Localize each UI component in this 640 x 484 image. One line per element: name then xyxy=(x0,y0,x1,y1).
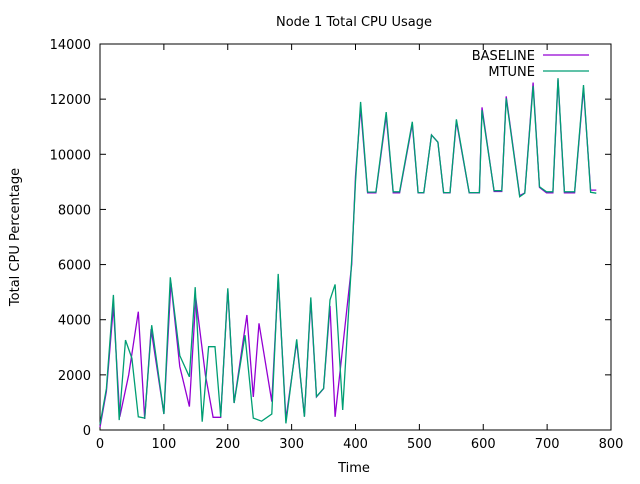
y-tick-label: 4000 xyxy=(58,314,91,329)
y-tick-label: 0 xyxy=(83,424,91,439)
series-line-mtune xyxy=(99,78,597,425)
x-tick-label: 0 xyxy=(96,437,104,452)
y-tick-label: 2000 xyxy=(58,369,91,384)
x-tick-label: 100 xyxy=(151,437,176,452)
legend-label: BASELINE xyxy=(472,49,535,64)
x-tick-label: 600 xyxy=(471,437,496,452)
x-tick-label: 400 xyxy=(343,437,368,452)
chart-title: Node 1 Total CPU Usage xyxy=(276,15,432,30)
x-tick-label: 300 xyxy=(279,437,304,452)
x-tick-label: 200 xyxy=(215,437,240,452)
legend-label: MTUNE xyxy=(488,65,535,80)
x-tick-label: 800 xyxy=(599,437,624,452)
x-axis-label: Time xyxy=(337,461,370,476)
y-tick-label: 10000 xyxy=(50,148,91,163)
y-tick-label: 6000 xyxy=(58,259,91,274)
x-tick-label: 500 xyxy=(407,437,432,452)
x-tick-label: 700 xyxy=(535,437,560,452)
y-tick-label: 8000 xyxy=(58,203,91,218)
y-tick-label: 12000 xyxy=(50,93,91,108)
series-line-baseline xyxy=(99,79,597,428)
y-axis-label: Total CPU Percentage xyxy=(8,168,23,307)
y-tick-label: 14000 xyxy=(50,38,91,53)
